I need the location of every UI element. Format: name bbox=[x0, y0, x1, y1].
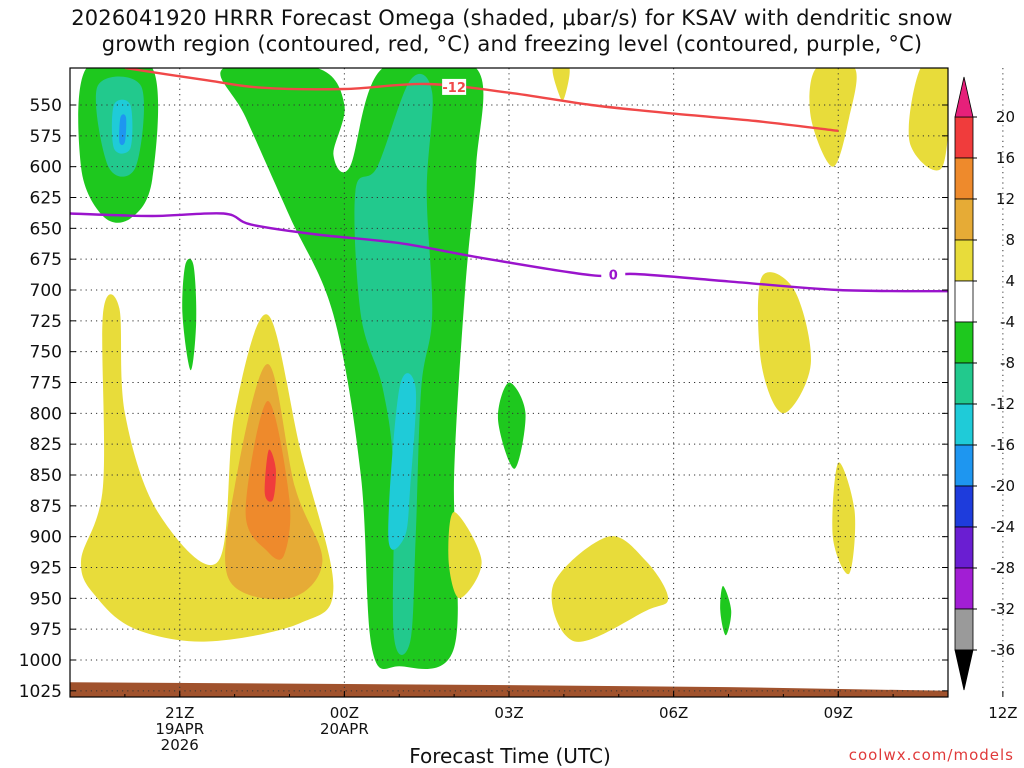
colorbar-bin bbox=[954, 321, 974, 364]
omega-region-green-small-725 bbox=[182, 258, 197, 371]
dgz-contour-line bbox=[124, 68, 839, 133]
colorbar-bin bbox=[954, 403, 974, 446]
x-axis-label: Forecast Time (UTC) bbox=[409, 744, 611, 768]
omega-region-red-core bbox=[264, 449, 276, 502]
colorbar-label: -24 bbox=[991, 518, 1016, 536]
chart-title-line-2: growth region (contoured, red, °C) and f… bbox=[101, 32, 923, 56]
y-tick-label: 975 bbox=[30, 620, 62, 640]
colorbar-label: -32 bbox=[991, 600, 1016, 618]
colorbar-bin bbox=[954, 116, 974, 159]
y-tick-label: 575 bbox=[30, 127, 62, 147]
x-tick-label: 03Z bbox=[494, 704, 523, 722]
omega-region-yellow-top-3 bbox=[908, 68, 948, 171]
colorbar-label: -16 bbox=[991, 436, 1016, 454]
x-tick-label: 21Z bbox=[165, 704, 194, 722]
y-tick-label: 825 bbox=[30, 435, 62, 455]
terrain-fill bbox=[70, 682, 948, 697]
dgz-contour-label-bg bbox=[442, 78, 467, 95]
dgz-contour-label: -12 bbox=[442, 81, 466, 96]
y-tick-label: 850 bbox=[30, 466, 62, 486]
colorbar-bin bbox=[954, 362, 974, 405]
colorbar-bin bbox=[954, 608, 974, 651]
shaded-regions bbox=[78, 68, 948, 669]
axes: 550 575 600 625 650 675 700 725 750 775 800 825 850 8… bbox=[19, 67, 1018, 754]
terrain-surface bbox=[70, 682, 948, 697]
x-tick-label: 06Z bbox=[659, 704, 688, 722]
colorbar-bin bbox=[954, 567, 974, 610]
chart-title-line-1: 2026041920 HRRR Forecast Omega (shaded, … bbox=[71, 6, 953, 30]
y-tick-label: 900 bbox=[30, 528, 62, 548]
colorbar-label: -8 bbox=[1000, 354, 1015, 372]
colorbar-label: 8 bbox=[1005, 231, 1015, 249]
colorbar-label: 20 bbox=[996, 108, 1015, 126]
x-tick-label: 19APR bbox=[155, 720, 204, 738]
omega-region-yellow-mid-1 bbox=[448, 512, 482, 599]
y-tick-label: 625 bbox=[30, 189, 62, 209]
credit-link[interactable]: coolwx.com/models bbox=[848, 746, 1014, 764]
omega-region-yellow-right-1 bbox=[757, 272, 812, 414]
colorbar: 20 16 12 8 4 -4 -8 -12 -16 -20 -24 -28 -32 -36 bbox=[954, 76, 1016, 691]
omega-region-upper-blue-left bbox=[119, 114, 127, 146]
freezing-level-contour-label-bg bbox=[601, 266, 626, 283]
omega-region-yellow-top-1 bbox=[552, 68, 570, 101]
colorbar-label: -12 bbox=[991, 395, 1016, 413]
omega-region-upper-teal-mid bbox=[354, 73, 433, 655]
y-tick-label: 1000 bbox=[19, 651, 62, 671]
colorbar-label: -20 bbox=[991, 477, 1016, 495]
colorbar-label: 12 bbox=[996, 190, 1015, 208]
colorbar-bin bbox=[954, 198, 974, 241]
colorbar-bin bbox=[954, 157, 974, 200]
colorbar-label: -28 bbox=[991, 559, 1016, 577]
contours: -12 0 bbox=[70, 68, 948, 293]
colorbar-bin bbox=[954, 239, 974, 282]
colorbar-label: -4 bbox=[1000, 313, 1015, 331]
y-tick-label: 925 bbox=[30, 559, 62, 579]
omega-region-green-small-800 bbox=[497, 382, 526, 469]
colorbar-bin bbox=[954, 280, 974, 323]
omega-region-yellow-mid-2 bbox=[551, 536, 669, 642]
y-tick-label: 775 bbox=[30, 374, 62, 394]
colorbar-bin bbox=[954, 526, 974, 569]
y-tick-label: 750 bbox=[30, 343, 62, 363]
y-tick-label: 1025 bbox=[19, 682, 62, 702]
x-tick-label: 09Z bbox=[824, 704, 853, 722]
colorbar-bin bbox=[954, 444, 974, 487]
colorbar-bottom-arrow bbox=[954, 649, 974, 691]
omega-region-yellow-top-2 bbox=[809, 68, 857, 167]
y-tick-label: 650 bbox=[30, 219, 62, 239]
y-tick-label: 725 bbox=[30, 312, 62, 332]
freezing-level-contour-label: 0 bbox=[609, 269, 618, 284]
colorbar-label: -36 bbox=[991, 641, 1016, 659]
x-tick-label: 12Z bbox=[988, 704, 1017, 722]
y-tick-label: 950 bbox=[30, 589, 62, 609]
grid-lines bbox=[70, 68, 1004, 697]
y-tick-label: 875 bbox=[30, 497, 62, 517]
omega-region-cyan-lower-mid bbox=[388, 373, 417, 550]
freezing-level-contour-line bbox=[70, 212, 948, 293]
colorbar-label: 16 bbox=[996, 149, 1015, 167]
y-tick-label: 600 bbox=[30, 158, 62, 178]
omega-region-yellow-right-2 bbox=[832, 462, 856, 575]
x-tick-label: 20APR bbox=[320, 720, 369, 738]
y-tick-label: 550 bbox=[30, 96, 62, 116]
x-tick-label: 00Z bbox=[330, 704, 359, 722]
omega-region-green-small-960 bbox=[720, 586, 732, 636]
colorbar-top-arrow bbox=[954, 76, 974, 118]
y-tick-label: 700 bbox=[30, 281, 62, 301]
colorbar-label: 4 bbox=[1005, 272, 1015, 290]
y-tick-label: 675 bbox=[30, 250, 62, 270]
x-tick-label: 2026 bbox=[161, 736, 199, 754]
y-tick-label: 800 bbox=[30, 404, 62, 424]
colorbar-bin bbox=[954, 485, 974, 528]
